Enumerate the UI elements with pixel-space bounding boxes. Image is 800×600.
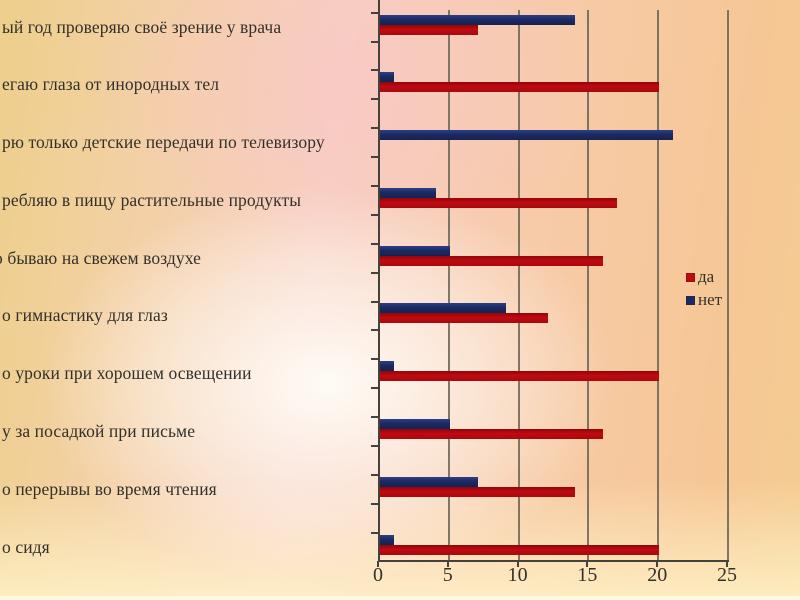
category-label: о бываю на свежем воздухе bbox=[0, 247, 202, 268]
y-axis-tick bbox=[371, 502, 378, 505]
y-axis-tick bbox=[371, 271, 378, 274]
y-axis-tick bbox=[371, 40, 378, 43]
category-label: о гимнастику для глаз bbox=[2, 305, 168, 326]
bar-yes bbox=[380, 486, 576, 497]
bar-no bbox=[380, 361, 394, 372]
gridline bbox=[447, 10, 450, 560]
gridline bbox=[657, 10, 660, 560]
plot-area bbox=[378, 0, 729, 562]
x-axis-tick-label: 0 bbox=[373, 564, 383, 586]
y-axis-tick bbox=[371, 387, 378, 390]
gridline bbox=[517, 10, 520, 560]
bar-no bbox=[380, 130, 674, 141]
y-axis-tick bbox=[371, 98, 378, 101]
gridline bbox=[727, 10, 729, 560]
x-axis-tick-label: 20 bbox=[647, 564, 668, 586]
gridline bbox=[587, 10, 590, 560]
bar-no bbox=[380, 534, 394, 545]
y-axis-tick bbox=[371, 156, 378, 159]
y-axis-tick bbox=[371, 127, 378, 130]
x-axis-tick-label: 5 bbox=[442, 564, 453, 586]
y-axis-tick bbox=[371, 184, 378, 187]
y-axis-tick bbox=[371, 329, 378, 332]
bar-yes bbox=[380, 82, 660, 93]
bar-yes bbox=[380, 313, 548, 324]
bar-yes bbox=[380, 371, 660, 382]
y-axis-tick bbox=[371, 300, 378, 303]
category-label: о сидя bbox=[2, 536, 50, 557]
bar-yes bbox=[380, 255, 604, 266]
category-label: ребляю в пищу растительные продукты bbox=[2, 189, 302, 210]
category-label: егаю глаза от инородных тел bbox=[2, 74, 220, 95]
y-axis-tick bbox=[371, 444, 378, 447]
slide-bottom-edge bbox=[0, 596, 800, 600]
x-axis-tick bbox=[377, 561, 379, 567]
y-axis-tick bbox=[371, 242, 378, 245]
category-label: рю только детские передачи по телевизору bbox=[2, 132, 325, 153]
legend-label: да bbox=[698, 267, 715, 286]
bar-no bbox=[380, 187, 436, 198]
bar-no bbox=[380, 245, 450, 256]
y-axis-tick bbox=[371, 358, 378, 361]
y-axis-tick bbox=[371, 11, 378, 14]
category-label: о перерывы во время чтения bbox=[2, 478, 217, 499]
bar-no bbox=[380, 14, 576, 25]
legend-swatch-no-icon bbox=[686, 295, 695, 305]
x-axis-tick bbox=[586, 561, 589, 567]
y-axis-tick bbox=[371, 213, 378, 216]
legend-item-no: нет bbox=[686, 289, 722, 311]
x-axis-tick-label: 15 bbox=[577, 564, 598, 586]
x-axis-tick-label: 25 bbox=[717, 564, 737, 586]
bar-no bbox=[380, 303, 506, 314]
bar-yes bbox=[380, 24, 478, 35]
category-label: ый год проверяю своё зрение у врача bbox=[2, 16, 282, 37]
y-axis-tick bbox=[371, 473, 378, 476]
bar-yes bbox=[380, 428, 604, 439]
y-axis-tick bbox=[371, 531, 378, 534]
x-axis-tick-label: 10 bbox=[507, 564, 528, 586]
bar-yes bbox=[380, 197, 618, 208]
x-axis-tick bbox=[726, 561, 728, 567]
x-axis-tick bbox=[516, 561, 519, 567]
bar-no bbox=[380, 476, 478, 487]
legend-item-yes: да bbox=[686, 266, 722, 288]
y-axis-tick bbox=[371, 69, 378, 72]
chart-legend: да нет bbox=[686, 266, 722, 312]
x-axis-tick bbox=[446, 561, 449, 567]
bar-no bbox=[380, 72, 394, 83]
category-label: у за посадкой при письме bbox=[2, 420, 196, 441]
legend-swatch-yes-icon bbox=[686, 272, 695, 282]
y-axis-tick bbox=[371, 416, 378, 419]
legend-label: нет bbox=[698, 290, 723, 309]
category-label: о уроки при хорошем освещении bbox=[2, 363, 252, 384]
x-axis-tick bbox=[656, 561, 659, 567]
bar-no bbox=[380, 418, 450, 429]
bar-yes bbox=[380, 544, 660, 555]
